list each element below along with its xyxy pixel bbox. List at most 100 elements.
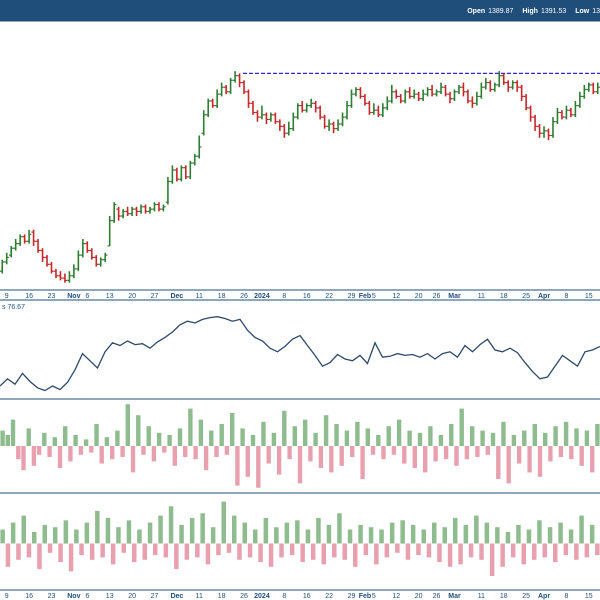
- histogram-bar: [543, 432, 548, 446]
- histogram-bar: [132, 543, 137, 563]
- bottom-x-tick-label: 2024: [254, 593, 270, 600]
- histogram-bar: [147, 522, 153, 544]
- histogram-bar: [279, 543, 284, 558]
- candle: [371, 103, 377, 115]
- histogram-bar: [568, 529, 574, 544]
- histogram-bar: [355, 421, 360, 446]
- x-tick-label: Nov: [67, 293, 80, 300]
- histogram-bar: [84, 522, 90, 544]
- histogram-bar: [464, 446, 470, 460]
- bottom-x-tick-label: 20: [128, 593, 136, 600]
- histogram-bar: [579, 515, 584, 544]
- candle: [107, 216, 112, 247]
- histogram-bar: [100, 543, 105, 558]
- histogram-bar: [521, 543, 526, 565]
- histogram-bar: [584, 543, 590, 558]
- histogram-bar: [532, 424, 537, 446]
- candle: [22, 234, 27, 244]
- histogram-bar: [495, 527, 500, 544]
- histogram-bar: [485, 446, 490, 455]
- histogram-bar: [421, 529, 426, 544]
- histogram-bar: [5, 543, 11, 567]
- x-tick-label: Dec: [170, 293, 183, 300]
- candle: [367, 101, 372, 115]
- open-label: Open: [467, 8, 486, 15]
- histogram-bar: [256, 446, 261, 488]
- candle: [313, 101, 318, 113]
- histogram-panel-1[interactable]: [0, 404, 600, 488]
- histogram-bar: [417, 432, 423, 446]
- histogram-bar: [99, 446, 104, 464]
- histogram-bar: [405, 543, 411, 560]
- candle: [116, 206, 121, 221]
- histogram-bar: [189, 517, 195, 544]
- histogram-bar: [47, 446, 52, 457]
- histogram-bar: [221, 501, 226, 544]
- histogram-bar: [287, 446, 292, 460]
- ohlc-readout: Open 1389.87 High 1391.53 Low 13: [460, 0, 600, 21]
- histogram-bar: [396, 419, 402, 446]
- candle: [237, 73, 242, 88]
- candle: [4, 252, 9, 265]
- histogram-bar: [337, 513, 342, 544]
- indicator-line: [0, 316, 600, 392]
- x-tick-label: 26: [240, 293, 248, 300]
- low-label: Low: [575, 8, 590, 15]
- bottom-x-tick-label: 13: [106, 593, 114, 600]
- candle: [389, 84, 394, 104]
- histogram-bar: [526, 529, 532, 544]
- candle: [506, 80, 511, 92]
- histogram-bar: [258, 543, 263, 563]
- histogram-bar: [205, 543, 211, 565]
- histogram-bar: [26, 543, 32, 558]
- histogram-bar: [163, 543, 169, 558]
- histogram-bar: [470, 426, 475, 446]
- candle: [438, 82, 444, 95]
- histogram-bar: [595, 543, 600, 556]
- candle: [308, 98, 314, 108]
- bottom-x-tick-label: 26: [433, 593, 441, 600]
- histogram-panel-2[interactable]: [0, 501, 600, 576]
- candle: [416, 91, 421, 101]
- bottom-x-tick-label: Apr: [538, 593, 550, 600]
- histogram-bar: [0, 529, 5, 544]
- bottom-x-tick-label: 12: [392, 593, 400, 600]
- candle: [582, 84, 587, 99]
- candle: [80, 239, 86, 258]
- candle: [340, 112, 345, 127]
- histogram-bar: [0, 430, 5, 446]
- bottom-x-tick-label: 11: [478, 593, 485, 600]
- histogram-bar: [321, 543, 326, 565]
- bottom-x-tick-label: 18: [218, 593, 226, 600]
- histogram-bar: [219, 424, 224, 446]
- candle: [501, 73, 506, 85]
- histogram-bar: [358, 524, 363, 544]
- panel-frames: [0, 20, 600, 591]
- candle: [577, 91, 583, 108]
- candle: [434, 89, 439, 97]
- price-panel[interactable]: [0, 71, 600, 283]
- histogram-bar: [490, 432, 496, 446]
- candle: [147, 206, 153, 214]
- histogram-bar: [235, 446, 240, 486]
- candle: [255, 110, 260, 122]
- candle: [541, 126, 547, 138]
- candle: [143, 204, 148, 214]
- bottom-x-tick-label: 27: [151, 593, 159, 600]
- indicator-panel[interactable]: [0, 316, 600, 392]
- x-tick-label: 26: [433, 293, 441, 300]
- histogram-bar: [121, 543, 126, 553]
- histogram-bar: [553, 543, 558, 563]
- histogram-bar: [10, 522, 16, 544]
- histogram-bar: [437, 543, 442, 563]
- bottom-x-tick-label: 16: [25, 593, 33, 600]
- histogram-bar: [475, 446, 480, 457]
- histogram-bar: [26, 428, 31, 446]
- histogram-bar: [232, 515, 237, 544]
- candle: [246, 89, 251, 108]
- histogram-bar: [410, 524, 416, 544]
- histogram-bar: [282, 410, 287, 446]
- x-tick-label: 20: [128, 293, 136, 300]
- histogram-bar: [342, 543, 347, 560]
